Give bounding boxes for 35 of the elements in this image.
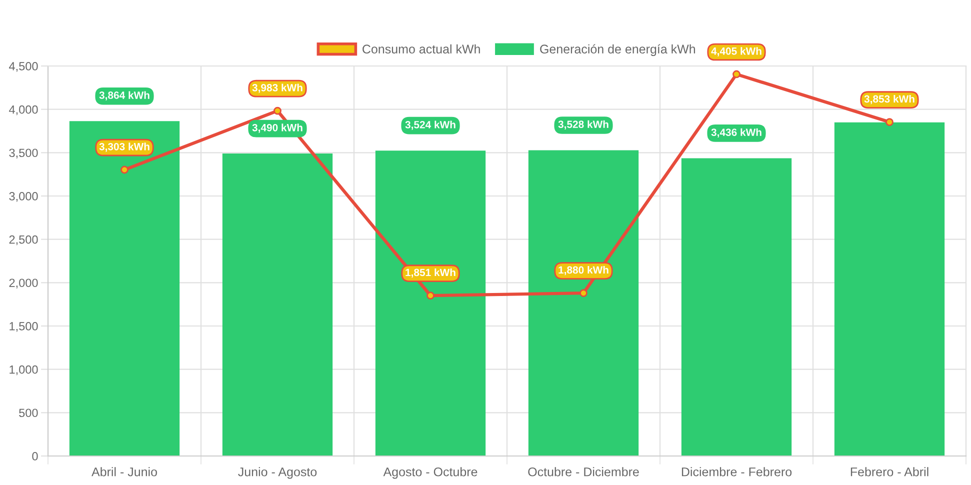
data-label: 3,303 kWh	[99, 142, 150, 152]
y-tick-label: 1,500	[10, 322, 38, 332]
data-label: 1,851 kWh	[406, 268, 456, 278]
bar	[681, 158, 792, 456]
bar	[69, 121, 180, 456]
data-label: 3,528 kWh	[558, 120, 608, 130]
bar	[834, 122, 945, 456]
bar	[222, 154, 333, 456]
y-tick-label: 4,000	[9, 105, 38, 116]
data-label: 4,405 kWh	[711, 47, 762, 56]
x-tick-label: Agosto - Octubre	[383, 467, 478, 479]
bar	[528, 150, 639, 456]
x-tick-label: Abril - Junio	[92, 467, 157, 476]
y-tick-label: 1,000	[10, 365, 38, 376]
legend-label: Consumo actual kWh	[362, 44, 480, 54]
data-label: 3,436 kWh	[711, 128, 762, 138]
y-tick-label: 2,000	[9, 278, 38, 288]
data-label: 3,524 kWh	[405, 120, 456, 130]
x-tick-label: Diciembre - Febrero	[682, 467, 792, 476]
y-tick-label: 2,500	[9, 235, 38, 246]
data-label: 1,880 kWh	[558, 266, 608, 276]
legend-label: Generación de energía kWh	[540, 44, 696, 56]
bar	[375, 150, 486, 456]
data-label: 3,853 kWh	[864, 94, 914, 104]
y-tick-label: 4,500	[9, 62, 38, 72]
x-tick-label: Octubre - Diciembre	[528, 467, 639, 476]
y-tick-label: 500	[19, 408, 38, 418]
data-label: 3,983 kWh	[252, 84, 302, 93]
y-tick-label: 3,500	[9, 148, 38, 158]
data-label: 3,864 kWh	[99, 91, 150, 100]
y-tick-label: 3,000	[9, 192, 38, 202]
x-tick-label: Junio - Agosto	[238, 467, 317, 479]
data-label: 3,490 kWh	[252, 124, 302, 133]
x-tick-label: Febrero - Abril	[850, 467, 928, 476]
y-tick-label: 0	[32, 452, 38, 460]
